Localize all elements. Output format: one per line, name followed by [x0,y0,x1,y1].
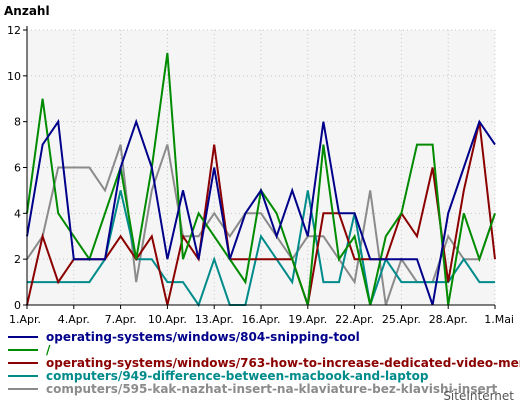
x-tick-labels: 1.Apr. 4.Apr. 7.Apr. 10.Apr. 13.Apr. 16.Apr. 1… [9,313,514,326]
legend-entry: computers/949-difference-between-macbook… [46,369,429,383]
y-tick-label: 8 [14,116,21,129]
y-tick-labels: 0 2 4 6 8 10 12 [7,24,21,312]
x-tick-label: 1.Apr. [9,313,41,326]
series-group [26,52,496,308]
watermark: SiteInternet [443,389,514,403]
y-tick-label: 0 [14,299,21,312]
y-tick-label: 10 [7,70,21,83]
y-tick-label: 4 [14,207,21,220]
x-tick-label: 7.Apr. [105,313,137,326]
plot-area [27,30,495,305]
legend-entry: operating-systems/windows/804-snipping-t… [46,330,360,344]
x-tick-label: 25.Apr. [382,313,421,326]
x-tick-label: 19.Apr. [288,313,327,326]
y-axis-label: Anzahl [4,4,50,18]
x-tick-label: 16.Apr. [241,313,280,326]
x-tick-label: 10.Apr. [148,313,187,326]
x-tick-label: 13.Apr. [195,313,234,326]
y-tick-label: 2 [14,253,21,266]
legend-entry: / [46,343,51,357]
x-tick-label: 28.Apr. [429,313,468,326]
x-tick-label: 22.Apr. [335,313,374,326]
axes [23,26,496,309]
y-tick-label: 12 [7,24,21,37]
legend-entry: operating-systems/windows/763-how-to-inc… [46,356,520,370]
legend: operating-systems/windows/804-snipping-t… [8,330,520,396]
legend-entry: computers/595-kak-nazhat-insert-na-klavi… [46,382,498,396]
x-tick-label: 4.Apr. [58,313,90,326]
y-tick-label: 6 [14,162,21,175]
x-tick-label: 1.Mai [484,313,514,326]
series-line [26,118,496,306]
